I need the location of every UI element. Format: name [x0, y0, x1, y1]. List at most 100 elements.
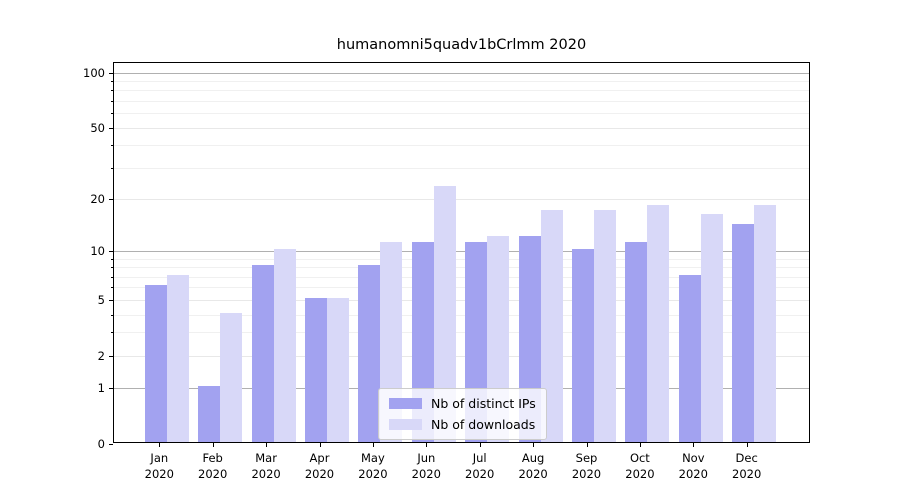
bar-downloads-oct [647, 205, 670, 442]
bar-downloads-dec [754, 205, 777, 442]
y-tick-label: 5 [97, 292, 105, 307]
gridline-minor [114, 267, 809, 269]
legend-item-downloads: Nb of downloads [389, 417, 536, 432]
bar-downloads-apr [327, 297, 349, 442]
bar-downloads-mar [273, 249, 296, 442]
gridline-minor [114, 81, 809, 83]
x-tick-mark [159, 443, 161, 447]
gridline-100 [114, 72, 809, 74]
x-tick-label-month: Sep [575, 451, 598, 465]
x-tick-label-year: 2020 [304, 467, 335, 481]
x-tick-label-year: 2020 [358, 467, 388, 481]
y-tick-mark-minor [111, 276, 113, 278]
x-tick-mark [639, 443, 641, 447]
y-tick-mark-minor [111, 314, 113, 316]
x-tick-label-month: Nov [682, 451, 705, 465]
x-tick-label-month: May [361, 451, 385, 465]
x-tick-mark [266, 443, 268, 447]
x-tick-label: Oct 2020 [610, 450, 670, 482]
bar-distinct-ips-feb [198, 386, 221, 442]
x-tick-label: Feb 2020 [183, 450, 243, 482]
y-tick-label: 10 [90, 244, 105, 259]
bar-distinct-ips-oct [625, 242, 648, 442]
bar-distinct-ips-dec [732, 224, 755, 442]
gridline-minor [114, 332, 809, 334]
bar-distinct-ips-apr [305, 297, 327, 442]
x-tick-label-year: 2020 [625, 467, 655, 481]
bar-downloads-feb [220, 312, 243, 442]
y-tick-mark-minor [111, 101, 113, 103]
x-tick-label: Jul 2020 [450, 450, 510, 482]
x-tick-mark [479, 443, 481, 447]
x-tick-label-year: 2020 [411, 467, 441, 481]
y-tick-mark-minor [111, 167, 113, 169]
x-tick-label-month: Mar [255, 451, 277, 465]
y-tick-mark-minor [111, 267, 113, 269]
y-tick-label: 20 [90, 192, 105, 207]
y-tick-label: 1 [97, 381, 105, 396]
y-tick-label: 100 [83, 65, 105, 80]
legend-item-distinct-ips: Nb of distinct IPs [389, 396, 536, 411]
legend-swatch-distinct-ips [389, 398, 422, 409]
gridline-5 [114, 299, 809, 301]
y-tick-mark [109, 388, 113, 390]
x-tick-label-year: 2020 [144, 467, 174, 481]
bar-distinct-ips-may [358, 265, 381, 442]
x-tick-label-month: Oct [629, 451, 650, 465]
bar-distinct-ips-sep [572, 249, 594, 442]
bar-downloads-nov [700, 214, 723, 442]
legend-label-downloads: Nb of downloads [431, 417, 536, 432]
gridline-minor [114, 276, 809, 278]
x-tick-mark [746, 443, 748, 447]
y-tick-mark [109, 72, 113, 74]
x-tick-mark [372, 443, 374, 447]
y-tick-mark [109, 299, 113, 301]
x-tick-label: Aug 2020 [503, 450, 563, 482]
gridline-50 [114, 127, 809, 129]
gridline-minor [114, 101, 809, 103]
gridline-minor [114, 113, 809, 115]
y-tick-mark-minor [111, 90, 113, 92]
gridline-minor [114, 145, 809, 147]
x-tick-label: Jan 2020 [129, 450, 189, 482]
x-tick-label-month: Aug [521, 451, 545, 465]
chart-title: humanomni5quadv1bCrlmm 2020 [336, 37, 587, 53]
bar-distinct-ips-mar [251, 265, 274, 442]
bar-distinct-ips-nov [678, 274, 701, 442]
x-tick-label-month: Feb [202, 451, 223, 465]
y-tick-mark [109, 444, 113, 445]
x-tick-label-month: Jan [150, 451, 169, 465]
plot-area: Nb of distinct IPs Nb of downloads 0 1 2 5 1… [83, 62, 810, 481]
gridline-minor [114, 90, 809, 92]
x-tick-mark [533, 443, 535, 447]
legend: Nb of distinct IPs Nb of downloads [378, 388, 547, 440]
x-tick-label-year: 2020 [198, 467, 228, 481]
y-tick-label: 50 [90, 120, 105, 135]
gridline-20 [114, 199, 809, 201]
y-tick-mark-minor [111, 145, 113, 147]
gridline-10 [114, 251, 809, 253]
x-tick-label-year: 2020 [571, 467, 602, 481]
gridline-2 [114, 355, 809, 357]
gridline-minor [114, 287, 809, 289]
y-tick-mark-minor [111, 332, 113, 334]
y-tick-mark-minor [111, 81, 113, 83]
bar-downloads-jun [433, 186, 456, 442]
x-tick-label-year: 2020 [251, 467, 281, 481]
y-tick-mark [109, 127, 113, 129]
bar-distinct-ips-jan [144, 285, 167, 442]
x-tick-label-year: 2020 [518, 467, 548, 481]
y-tick-mark-minor [111, 258, 113, 260]
y-tick-mark-minor [111, 287, 113, 289]
y-tick-label: 0 [97, 437, 105, 451]
bar-downloads-aug [540, 209, 563, 442]
y-tick-mark [109, 251, 113, 253]
x-tick-mark [693, 443, 695, 447]
x-tick-mark [586, 443, 588, 447]
x-tick-label: Sep 2020 [557, 450, 617, 482]
x-tick-label-month: Jul [472, 451, 487, 465]
bar-downloads-jan [166, 274, 189, 442]
x-tick-label: Dec 2020 [717, 450, 777, 482]
gridline-minor [114, 314, 809, 316]
